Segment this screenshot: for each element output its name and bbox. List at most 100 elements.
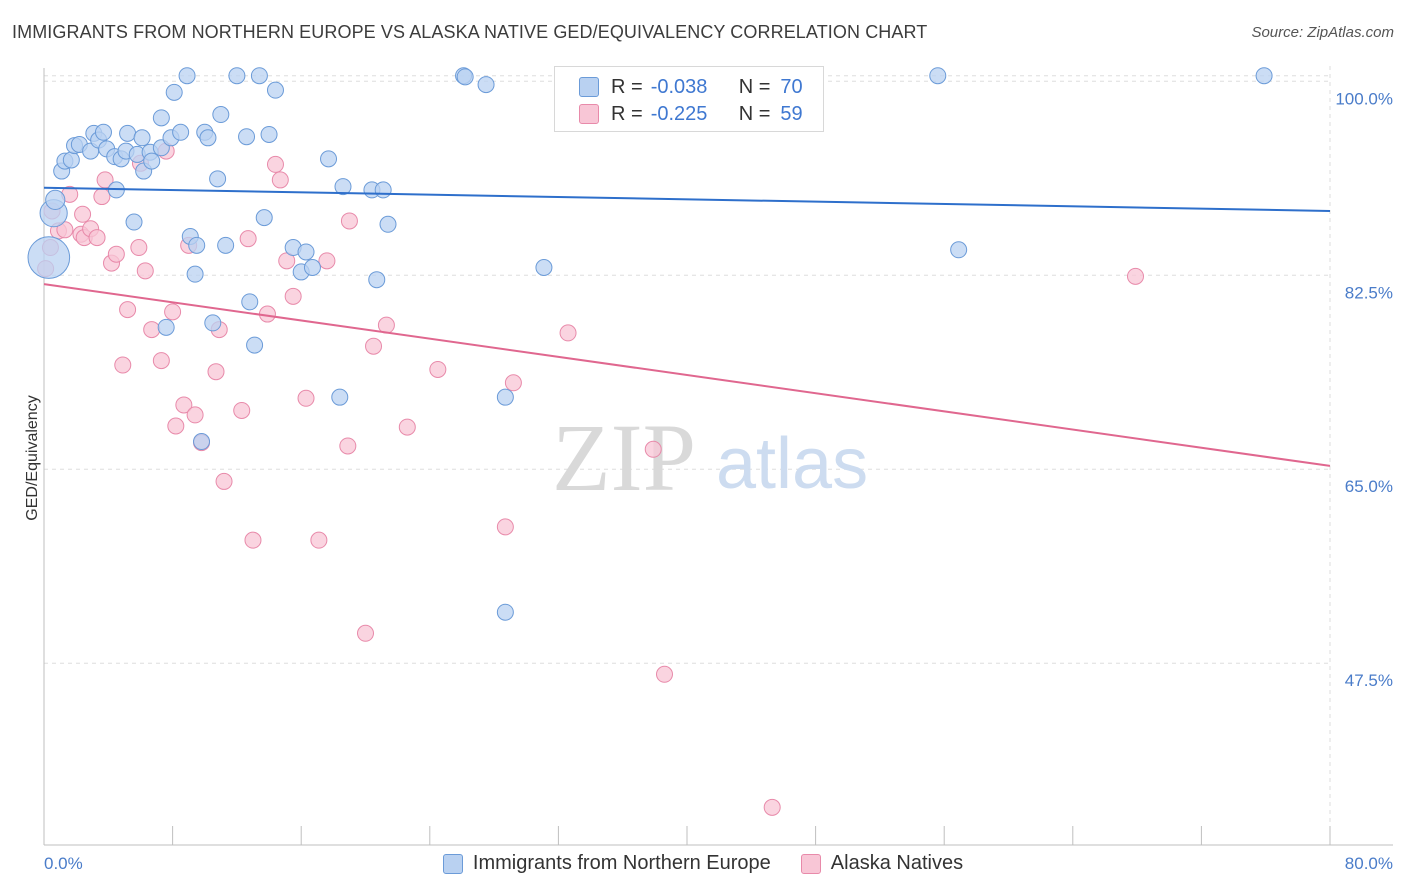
point-alaska-native [56,221,74,239]
legend-swatch-blue [579,77,599,97]
legend-r-value: -0.038 [650,75,708,98]
point-northern-europe [45,189,66,210]
point-alaska-native [244,531,262,549]
point-northern-europe [379,215,397,233]
point-alaska-native [114,356,132,374]
point-northern-europe [27,236,71,279]
watermark-zip: ZIP [552,404,696,511]
point-northern-europe [334,178,352,196]
legend-n-label: N = [738,102,771,125]
watermark-atlas: atlas [716,424,868,504]
point-alaska-native [655,665,673,683]
legend-label-northern-europe: Immigrants from Northern Europe [472,852,771,874]
point-northern-europe [929,67,947,85]
x-tick-label: 0.0% [44,854,83,873]
point-northern-europe [260,125,278,143]
point-northern-europe [456,68,474,86]
point-alaska-native [284,287,302,305]
point-alaska-native [504,374,522,392]
point-northern-europe [238,128,256,146]
legend-n-value: 70 [780,75,803,98]
point-alaska-native [136,262,154,280]
point-northern-europe [212,106,230,124]
axis-layer [43,68,1393,846]
point-alaska-native [119,301,137,319]
point-alaska-native [175,396,193,414]
point-alaska-native [496,518,514,536]
point-northern-europe [246,336,264,354]
point-northern-europe [477,76,495,94]
point-alaska-native [357,624,374,642]
y-axis-title: GED/Equivalency [24,395,41,520]
legend-swatch-alaska-natives [800,853,821,874]
legend-swatch-northern-europe [442,853,463,874]
point-alaska-native [186,406,204,424]
point-northern-europe [125,213,143,231]
point-northern-europe [209,170,227,188]
legend-r-label: R = [611,102,643,125]
correlation-legend: R = -0.038 N = 70 R = -0.225 N = 59 [554,66,824,132]
point-northern-europe [217,236,235,254]
regression-line-northern-europe [43,186,1331,212]
point-northern-europe [1255,67,1273,85]
point-alaska-native [271,171,289,189]
point-northern-europe [62,151,80,169]
point-alaska-native [559,324,577,342]
point-alaska-native [233,401,251,419]
point-northern-europe [950,241,968,259]
legend-item-alaska-natives: Alaska Natives [800,852,964,875]
point-alaska-native [143,321,161,339]
legend-row-blue: R = -0.038 N = 70 [579,74,803,100]
point-alaska-native [164,303,182,321]
point-alaska-native [318,252,336,270]
legend-swatch-pink [579,104,599,124]
point-northern-europe [496,603,514,621]
legend-n-value: 59 [780,102,803,125]
point-northern-europe [228,67,246,85]
point-northern-europe [303,258,321,276]
point-alaska-native [107,245,125,263]
point-alaska-native [297,389,315,407]
y-tick-label: 65.0% [1345,477,1393,496]
points-layer [27,67,1273,816]
point-northern-europe [368,271,386,289]
point-northern-europe [320,150,338,168]
point-northern-europe [331,388,349,406]
tick-labels: 100.0% 82.5% 65.0% 47.5% 0.0% 80.0% [44,89,1393,873]
regression-line-alaska-natives [43,283,1331,467]
point-northern-europe [178,67,196,85]
point-alaska-native [215,472,233,490]
point-alaska-native [398,418,416,436]
point-northern-europe [143,152,161,170]
point-alaska-native [365,337,383,355]
point-northern-europe [266,81,284,99]
point-alaska-native [88,229,106,247]
point-alaska-native [167,417,185,435]
y-tick-label: 82.5% [1345,283,1393,302]
point-alaska-native [429,360,447,378]
y-tick-label: 47.5% [1345,671,1393,690]
regression-lines [43,186,1331,467]
point-northern-europe [199,129,217,147]
y-tick-label: 100.0% [1335,89,1393,108]
point-alaska-native [152,352,170,370]
point-northern-europe [535,258,553,276]
point-alaska-native [266,155,284,173]
legend-r-value: -0.225 [650,102,708,125]
point-northern-europe [250,67,268,85]
x-tick-label: 80.0% [1345,854,1393,873]
point-northern-europe [188,236,206,254]
series-legend: Immigrants from Northern Europe Alaska N… [0,852,1406,875]
point-alaska-native [207,363,225,381]
point-alaska-native [644,440,662,458]
point-northern-europe [119,124,137,142]
point-alaska-native [339,437,357,455]
point-alaska-native [239,230,257,248]
watermark: ZIP atlas [552,404,868,511]
legend-label-alaska-natives: Alaska Natives [830,852,964,874]
point-northern-europe [297,243,315,261]
point-alaska-native [74,205,92,223]
point-northern-europe [94,123,112,141]
point-northern-europe [133,129,151,147]
point-northern-europe [157,318,175,336]
